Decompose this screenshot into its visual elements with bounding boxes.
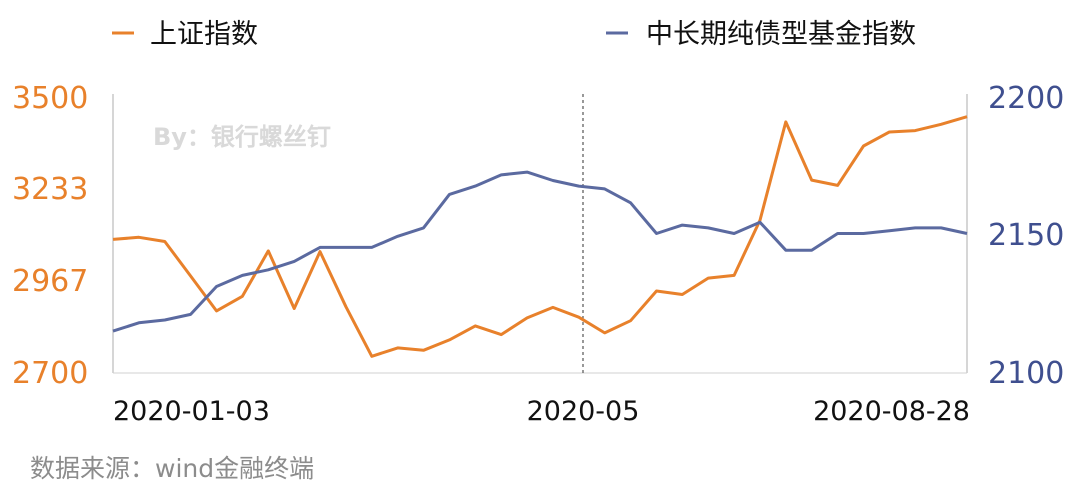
right-tick-label: 2200	[988, 81, 1064, 116]
left-tick-label: 3233	[12, 172, 88, 207]
left-tick-label: 2967	[12, 264, 88, 299]
left-axis-ticks: 3500 3233 2967 2700	[12, 81, 88, 391]
x-tick-label: 2020-08-28	[813, 396, 970, 427]
x-axis-ticks: 2020-01-03 2020-05 2020-08-28	[113, 396, 970, 427]
series-layer	[112, 115, 968, 358]
legend: 上证指数 中长期纯债型基金指数	[112, 19, 916, 50]
source-note: 数据来源：wind金融终端	[30, 454, 314, 483]
left-tick-label: 2700	[12, 356, 88, 391]
legend-label-shanghai: 上证指数	[150, 19, 258, 50]
watermark: By：银行螺丝钉	[153, 123, 331, 151]
legend-label-bond-fund: 中长期纯债型基金指数	[646, 19, 916, 50]
series-line-bond-fund-index	[112, 170, 968, 333]
right-axis-ticks: 2200 2150 2100	[988, 81, 1064, 391]
series-line-shanghai-index	[112, 115, 968, 358]
x-tick-label: 2020-05	[527, 396, 640, 427]
right-tick-label: 2150	[988, 218, 1064, 253]
left-tick-label: 3500	[12, 81, 88, 116]
x-tick-label: 2020-01-03	[113, 396, 270, 427]
right-tick-label: 2100	[988, 356, 1064, 391]
